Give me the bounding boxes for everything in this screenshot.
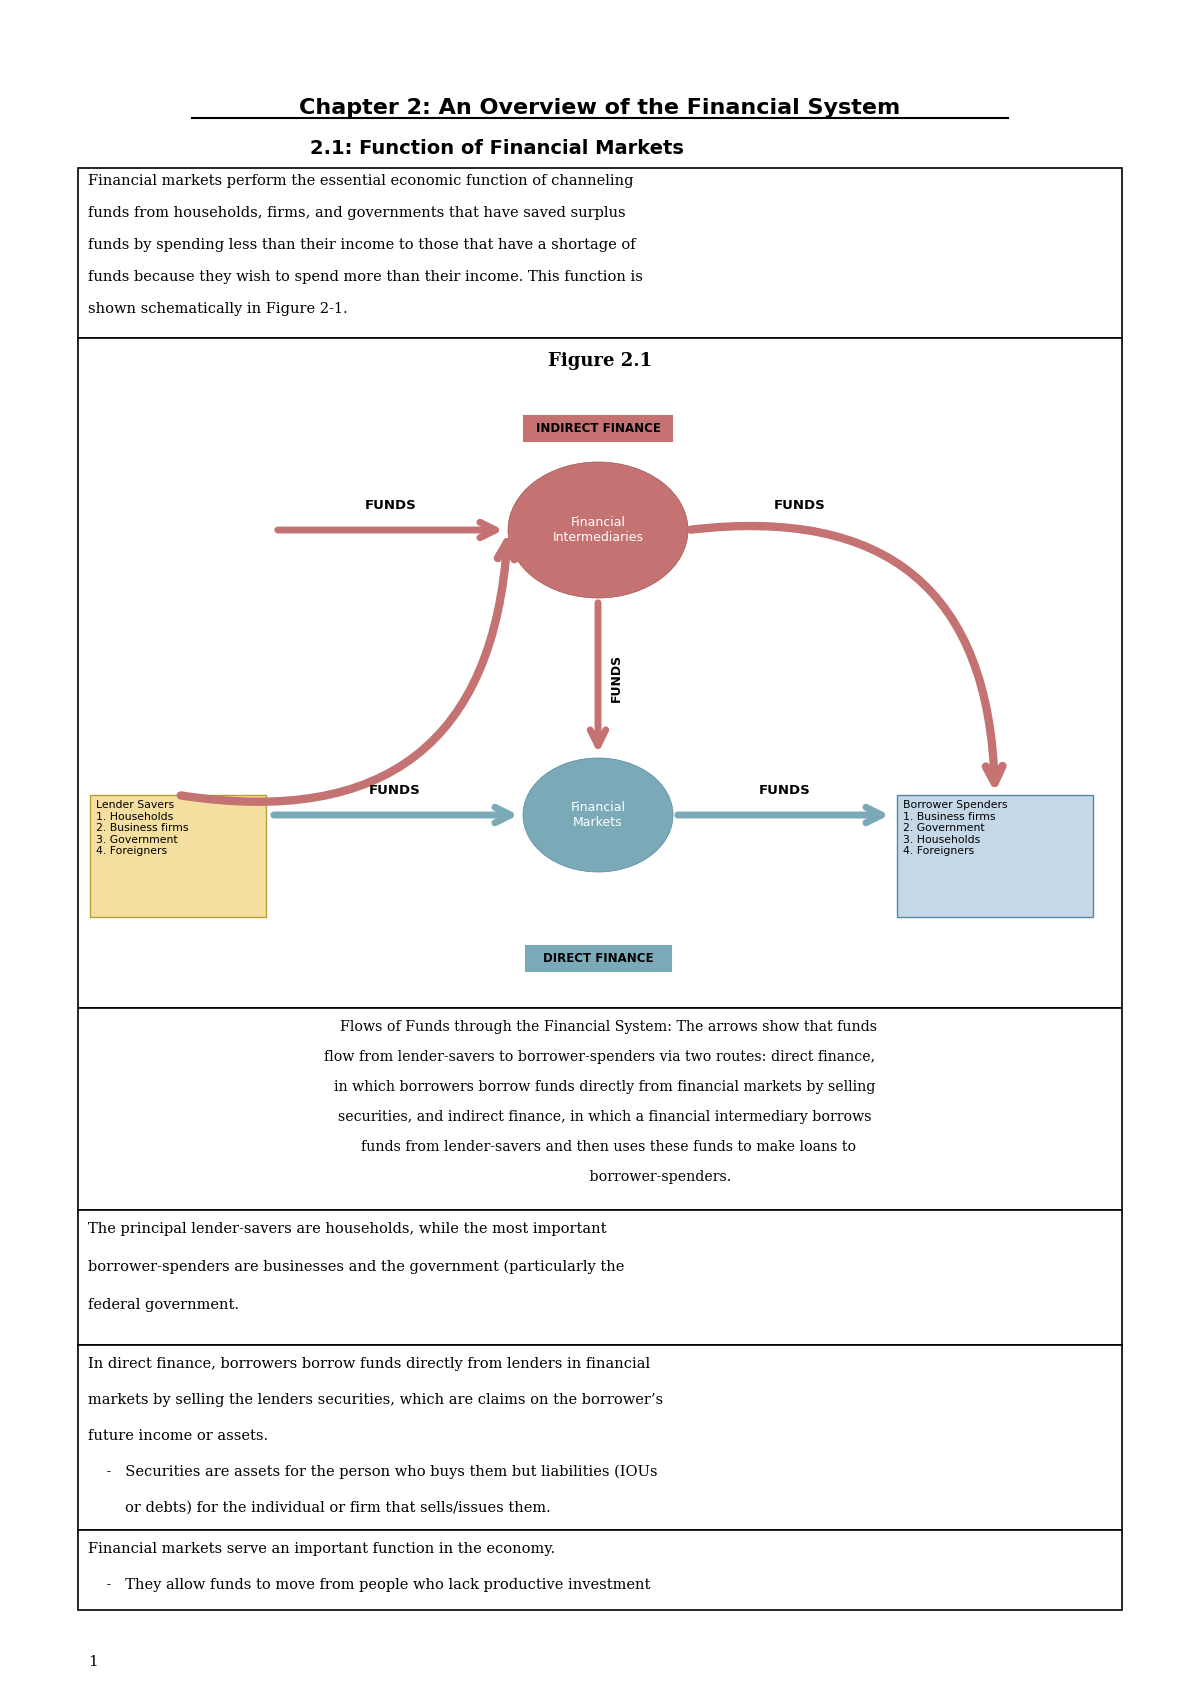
Text: securities, and indirect finance, in which a financial intermediary borrows: securities, and indirect finance, in whi… [329,1110,871,1124]
Text: DIRECT FINANCE: DIRECT FINANCE [542,951,653,964]
Text: in which borrowers borrow funds directly from financial markets by selling: in which borrowers borrow funds directly… [325,1080,875,1094]
Text: Figure 2.1: Figure 2.1 [548,351,652,370]
Ellipse shape [523,757,673,873]
FancyBboxPatch shape [526,946,671,971]
Text: 1: 1 [88,1656,97,1669]
Text: future income or assets.: future income or assets. [88,1430,268,1443]
Bar [78,1211,1122,1345]
Text: INDIRECT FINANCE: INDIRECT FINANCE [535,421,660,435]
Text: FUNDS: FUNDS [774,499,826,513]
Text: Lender Savers
1. Households
2. Business firms
3. Government
4. Foreigners: Lender Savers 1. Households 2. Business … [96,800,188,856]
Text: In direct finance, borrowers borrow funds directly from lenders in financial: In direct finance, borrowers borrow fund… [88,1357,650,1370]
Bar [90,795,266,917]
Text: -   They allow funds to move from people who lack productive investment: - They allow funds to move from people w… [88,1577,650,1593]
Text: FUNDS: FUNDS [368,784,420,796]
Text: FUNDS: FUNDS [760,784,811,796]
FancyBboxPatch shape [524,416,672,440]
Text: federal government.: federal government. [88,1297,239,1313]
Text: Financial
Markets: Financial Markets [570,801,625,829]
Text: funds from lender-savers and then uses these funds to make loans to: funds from lender-savers and then uses t… [343,1139,857,1155]
Text: 2.1: Function of Financial Markets: 2.1: Function of Financial Markets [310,139,684,158]
Text: funds because they wish to spend more than their income. This function is: funds because they wish to spend more th… [88,270,643,284]
Text: flow from lender-savers to borrower-spenders via two routes: direct finance,: flow from lender-savers to borrower-spen… [324,1049,876,1065]
Text: borrower-spenders are businesses and the government (particularly the: borrower-spenders are businesses and the… [88,1260,624,1275]
Text: funds from households, firms, and governments that have saved surplus: funds from households, firms, and govern… [88,205,625,221]
Bar [78,1009,1122,1211]
Text: Flows of Funds through the Financial System: The arrows show that funds: Flows of Funds through the Financial Sys… [323,1020,877,1034]
Text: or debts) for the individual or firm that sells/issues them.: or debts) for the individual or firm tha… [88,1501,551,1515]
Text: funds by spending less than their income to those that have a shortage of: funds by spending less than their income… [88,238,636,251]
Text: borrower-spenders.: borrower-spenders. [468,1170,732,1184]
Text: FUNDS: FUNDS [610,654,623,701]
Text: -   Securities are assets for the person who buys them but liabilities (IOUs: - Securities are assets for the person w… [88,1465,658,1479]
Bar [78,1345,1122,1530]
Text: Borrower Spenders
1. Business firms
2. Government
3. Households
4. Foreigners: Borrower Spenders 1. Business firms 2. G… [904,800,1008,856]
Text: FUNDS: FUNDS [365,499,416,513]
Bar [78,1530,1122,1610]
Bar [78,338,1122,1009]
Text: Financial
Intermediaries: Financial Intermediaries [552,516,643,543]
Text: Financial markets serve an important function in the economy.: Financial markets serve an important fun… [88,1542,556,1555]
Text: Financial markets perform the essential economic function of channeling: Financial markets perform the essential … [88,173,634,188]
Bar [898,795,1093,917]
Text: Chapter 2: An Overview of the Financial System: Chapter 2: An Overview of the Financial … [299,98,901,117]
Text: The principal lender-savers are households, while the most important: The principal lender-savers are househol… [88,1223,606,1236]
Bar [78,168,1122,338]
Text: markets by selling the lenders securities, which are claims on the borrower’s: markets by selling the lenders securitie… [88,1392,664,1408]
Text: shown schematically in Figure 2-1.: shown schematically in Figure 2-1. [88,302,348,316]
Ellipse shape [508,462,688,598]
